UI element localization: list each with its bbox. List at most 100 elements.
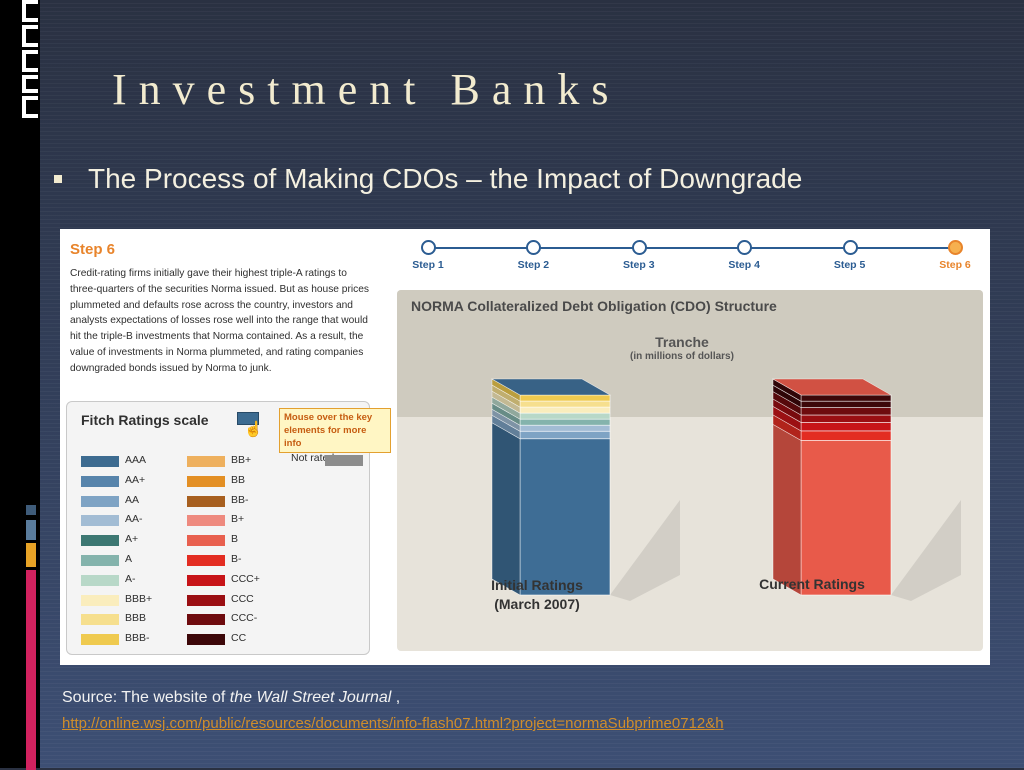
bar-segment-side [491,422,521,596]
rating-swatch [187,574,225,586]
rating-label: CC [231,632,247,645]
rating-swatch [81,574,119,586]
step-6-button[interactable]: Step 6 [925,239,985,279]
bar-segment [519,438,611,596]
step-label: Step 6 [939,259,971,271]
rating-swatch [187,515,225,527]
rating-label: B+ [231,513,245,526]
rating-swatch [81,614,119,626]
bar-segment [800,422,892,432]
step-circle-icon [737,240,753,255]
step-label: Step 4 [728,259,760,271]
step-label: Step 3 [623,259,655,271]
source-publication: the Wall Street Journal [229,689,392,706]
bullet-point: The Process of Making CDOs – the Impact … [54,163,802,195]
rating-swatch [187,614,225,626]
not-rated-label[interactable]: Not rated [291,452,335,464]
step-circle-icon [631,240,647,255]
hand-pointer-icon: ☝ [244,421,263,438]
legend-key-button[interactable] [237,412,259,425]
bullet-square-icon [54,175,62,183]
slide-title: Investment Banks [112,65,621,114]
step-label: Step 5 [833,259,866,271]
step-circle-icon [948,240,963,255]
step-circle-icon [842,240,858,255]
bar-shadow [891,500,961,601]
rating-swatch [81,594,119,606]
source-url-link[interactable]: http://online.wsj.com/public/resources/d… [62,715,724,732]
step-circle-icon [421,240,436,255]
initial-caption-line2: (March 2007) [494,596,580,612]
tranche-label: Tranche [655,334,709,350]
rating-label: BBB [125,612,147,625]
bar-segment [519,400,611,408]
rating-swatch [81,535,119,547]
rating-label: AA+ [125,473,146,486]
wsj-interactive-graphic: Step 6 Credit-rating firms initially gav… [60,229,990,665]
bar-segment [519,406,611,414]
step-1-button[interactable]: Step 1 [398,239,458,279]
rating-label: AAA [125,454,147,466]
rating-swatch [81,456,119,467]
rating-label: BB- [231,493,249,506]
rating-swatch [187,634,225,646]
bar-segment [519,412,611,420]
step-2-button[interactable]: Step 2 [503,239,563,279]
rating-label: CCC- [231,612,258,625]
rating-label: BB+ [231,454,252,466]
current-ratings-caption: Current Ratings [759,576,865,592]
bar-segment [519,424,611,432]
rating-swatch [81,495,119,507]
not-rated-swatch[interactable] [325,455,363,466]
rating-label: BBB+ [125,592,153,605]
step-navigation: Step 1 Step 2 Step 3 Step 4 Step 5 Step 6 [412,239,978,279]
mouse-over-tooltip: Mouse over the key elements for more inf… [279,408,391,453]
ratings-scale-title: Fitch Ratings scale [81,412,209,428]
rating-swatch [81,515,119,527]
bar-segment [800,400,892,408]
step-description: Credit-rating firms initially gave their… [70,268,369,374]
bar-segment [800,440,892,596]
cdo-chart-title: NORMA Collateralized Debt Obligation (CD… [411,298,777,314]
rating-swatch [187,535,225,547]
rating-label: CCC [231,592,254,605]
cdo-structure-panel: NORMA Collateralized Debt Obligation (CD… [397,290,983,651]
bar-segment [800,407,892,416]
rating-swatch [187,495,225,507]
bullet-text: The Process of Making CDOs – the Impact … [88,163,803,194]
fitch-ratings-legend: Fitch Ratings scale ☝ Mouse over the key… [66,401,391,655]
bar-segment [519,418,611,426]
bar-segment [519,430,611,440]
tranche-units: (in millions of dollars) [630,351,734,362]
rating-swatch [81,554,119,566]
bar-top-face [771,378,893,396]
rating-label: A+ [125,533,139,546]
corner-decoration [22,0,40,118]
rating-swatch [187,554,225,566]
step-label: Step 1 [412,259,444,271]
rating-label: AA- [125,513,143,526]
rating-label: A- [125,572,136,585]
bar-segment [800,394,892,402]
bar-shadow [610,500,680,601]
step-heading: Step 6 [70,241,116,258]
step-4-button[interactable]: Step 4 [714,239,774,279]
initial-caption-line1: Initial Ratings [491,577,583,593]
rating-swatch [187,594,225,606]
step-track-line [428,247,955,249]
bar-segment-side [772,423,802,596]
rating-swatch [187,456,225,467]
rating-swatch [81,475,119,487]
rating-label: AA [125,493,140,506]
rating-label: B [231,533,239,546]
step-circle-icon [526,240,542,255]
rating-label: CCC+ [231,572,260,585]
step-5-button[interactable]: Step 5 [820,239,880,279]
rating-label: BB [231,473,246,486]
side-color-bars [26,505,38,770]
step-label: Step 2 [517,259,550,271]
bar-top-face [490,378,612,396]
step-3-button[interactable]: Step 3 [609,239,669,279]
rating-swatch [187,475,225,487]
rating-label: B- [231,552,242,565]
